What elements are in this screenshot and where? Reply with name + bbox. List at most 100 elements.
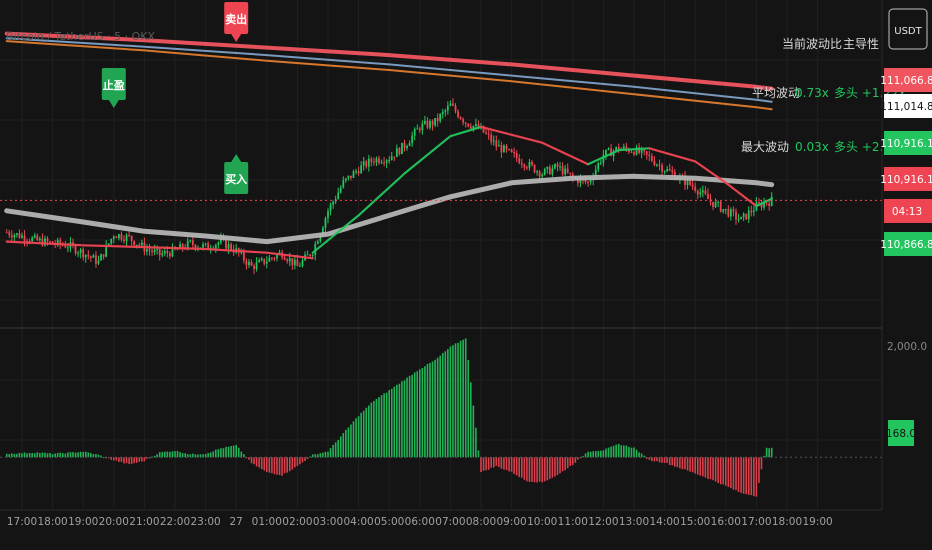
- histogram-bar: [189, 454, 192, 458]
- price-label-bg: [884, 131, 932, 155]
- candle-body: [645, 151, 648, 155]
- histogram-bar: [750, 457, 753, 496]
- histogram-bar: [317, 454, 319, 458]
- time-tick-label: 21:00: [129, 516, 159, 528]
- candle-body: [747, 210, 750, 220]
- candle-body: [344, 178, 347, 181]
- histogram-bar: [209, 452, 212, 458]
- histogram-bar: [477, 450, 480, 458]
- candle-body: [444, 110, 447, 112]
- histogram-bar: [429, 362, 431, 458]
- candle-body: [148, 249, 151, 251]
- candle-body: [276, 254, 278, 259]
- histogram-bar: [82, 451, 84, 458]
- candle-body: [497, 145, 500, 147]
- histogram-bar: [156, 454, 158, 458]
- signal-marker-box: [224, 2, 249, 34]
- candle-body: [403, 142, 406, 149]
- candle-body: [352, 171, 355, 178]
- candle-body: [283, 257, 286, 260]
- histogram-bar: [350, 424, 352, 458]
- candle-body: [520, 163, 523, 165]
- histogram-bar: [635, 449, 638, 458]
- candle-body: [610, 148, 612, 157]
- histogram-bar: [508, 457, 510, 472]
- candle-body: [523, 164, 526, 168]
- candle-body: [82, 249, 85, 258]
- moving-average-line: [5, 40, 773, 111]
- candle-body: [482, 125, 485, 133]
- currency-button-frame[interactable]: [888, 8, 928, 50]
- candle-body: [26, 240, 28, 242]
- price-axis[interactable]: 111,066.8 111,014.8 110,916.1 110,916.1 04:1…: [880, 0, 932, 510]
- candle-body: [722, 209, 725, 212]
- signal-marker-pointer: [108, 100, 119, 108]
- candle-body: [441, 111, 444, 115]
- histogram-bar: [396, 384, 398, 458]
- histogram-bar: [416, 371, 419, 458]
- histogram-bar: [255, 457, 258, 467]
- histogram-bar: [69, 452, 72, 458]
- histogram-bar: [490, 457, 492, 468]
- price-label-text: 110,866.8: [880, 239, 932, 251]
- signal-marker-box: [224, 162, 249, 194]
- histogram-bar: [755, 457, 758, 497]
- time-axis[interactable]: 17:00 18:00 19:00 20:00 21:00 22:00 23:00 27 01:…: [7, 516, 833, 528]
- histogram-bar: [332, 444, 334, 458]
- histogram-bar: [628, 446, 630, 458]
- histogram-bar: [661, 457, 663, 463]
- candle-body: [617, 147, 620, 151]
- candle-body: [526, 167, 528, 169]
- histogram-bar: [462, 339, 464, 458]
- histogram-bar: [505, 457, 508, 471]
- candle-body: [355, 171, 357, 173]
- signal-marker-pointer: [231, 154, 242, 162]
- histogram-bar: [551, 457, 554, 478]
- histogram-bar: [554, 457, 556, 477]
- histogram-bar: [383, 393, 385, 458]
- histogram-bar: [240, 451, 243, 458]
- candle-body: [594, 169, 597, 178]
- histogram-bar: [100, 455, 102, 458]
- time-tick-label: 27: [230, 516, 243, 528]
- candle-body: [347, 175, 350, 179]
- histogram-bar: [248, 457, 250, 460]
- candle-body: [615, 147, 618, 151]
- candle-body: [691, 184, 694, 187]
- candle-body: [21, 235, 23, 238]
- histogram-bar: [118, 457, 120, 462]
- candle-body: [689, 179, 691, 185]
- candle-body: [564, 168, 567, 175]
- histogram-bar: [699, 457, 702, 476]
- histogram-bar: [217, 449, 220, 458]
- histogram-bar: [684, 457, 686, 470]
- candle-body: [541, 174, 544, 177]
- candle-body: [686, 179, 689, 185]
- candle-body: [350, 175, 352, 178]
- histogram-bar: [607, 447, 610, 458]
- candle-body: [712, 201, 714, 207]
- candle-body: [605, 149, 607, 156]
- histogram-bar: [681, 457, 684, 470]
- histogram-label-bg: [888, 420, 914, 446]
- candle-body: [110, 238, 113, 244]
- histogram-bar: [271, 457, 273, 474]
- candle-body: [492, 140, 495, 142]
- candle-body: [531, 161, 533, 165]
- candle-body: [398, 148, 401, 155]
- histogram-bar: [411, 374, 413, 458]
- currency-button[interactable]: USDT: [888, 8, 928, 50]
- candle-body: [464, 122, 467, 124]
- histogram-bar: [605, 448, 607, 458]
- histogram-bar: [541, 457, 543, 483]
- candle-body: [365, 161, 368, 167]
- time-tick-label: 02:00: [282, 516, 312, 528]
- histogram-bar: [737, 457, 740, 493]
- candle-body: [770, 196, 773, 206]
- histogram-bar: [46, 453, 49, 458]
- candle-body: [255, 262, 258, 269]
- candle-body: [500, 145, 503, 153]
- currency-button-label[interactable]: USDT: [894, 26, 922, 37]
- histogram-bar: [561, 457, 564, 472]
